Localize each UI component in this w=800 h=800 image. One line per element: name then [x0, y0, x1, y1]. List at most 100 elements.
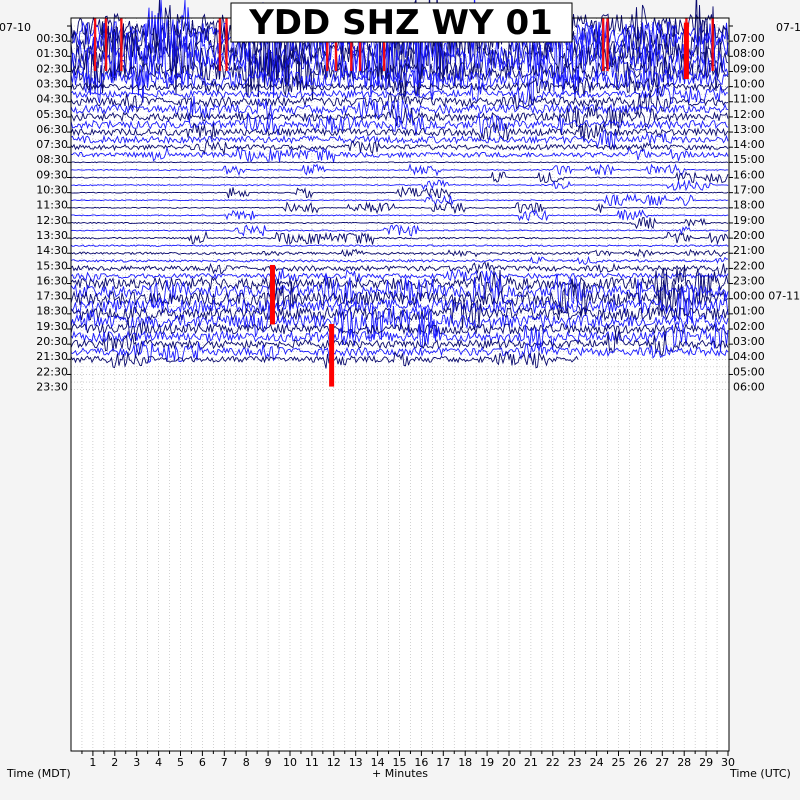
y-tick-label-utc: 14:00	[733, 138, 765, 151]
y-tick-label-utc: 05:00	[733, 365, 765, 378]
x-tick-label: 15	[393, 756, 407, 769]
y-tick-label-utc: 04:00	[733, 350, 765, 363]
y-tick-label-utc: 10:00	[733, 77, 765, 90]
x-tick-label: 3	[133, 756, 140, 769]
chart-title: YDD SHZ WY 01	[248, 3, 553, 43]
x-tick-label: 7	[221, 756, 228, 769]
seismic-traces	[70, 0, 729, 369]
x-tick-label: 19	[480, 756, 494, 769]
y-tick-label-mdt: 05:30	[36, 108, 68, 121]
y-tick-label-mdt: 20:30	[36, 335, 68, 348]
y-tick-label-mdt: 06:30	[36, 123, 68, 136]
x-tick-label: 12	[327, 756, 341, 769]
trace-line	[70, 208, 729, 222]
x-tick-label: 16	[414, 756, 428, 769]
y-tick-label-mdt: 11:30	[36, 199, 68, 212]
trace-line	[70, 82, 729, 106]
trace-line	[70, 185, 729, 199]
trace-line	[70, 255, 729, 265]
trace-line	[70, 139, 729, 155]
clipped-event-mark	[269, 264, 275, 325]
left-axis-title: Time (MDT)	[6, 767, 71, 780]
y-tick-label-utc: 11:00	[733, 93, 765, 106]
x-tick-label: 26	[633, 756, 647, 769]
y-tick-label-utc: 19:00	[733, 214, 765, 227]
right-axis-title: Time (UTC)	[729, 767, 791, 780]
y-tick-label-mdt: 09:30	[36, 168, 68, 181]
trace-line	[70, 95, 729, 124]
clipped-spike	[334, 18, 338, 72]
y-tick-label-utc: 18:00	[733, 199, 765, 212]
x-tick-label: 10	[283, 756, 297, 769]
trace-line	[70, 302, 729, 342]
trace-line	[70, 216, 729, 230]
trace-line	[70, 104, 729, 130]
trace-line	[70, 261, 729, 276]
y-tick-label-mdt: 14:30	[36, 244, 68, 257]
trace-line	[70, 297, 729, 330]
y-tick-label-utc: 06:00	[733, 380, 765, 393]
y-tick-label-mdt: 13:30	[36, 229, 68, 242]
clipped-spike	[358, 18, 362, 72]
y-tick-label-mdt: 18:30	[36, 305, 68, 318]
grid	[71, 18, 729, 751]
clipped-event-mark	[329, 324, 335, 387]
y-tick-label-mdt: 17:30	[36, 290, 68, 303]
trace-line	[70, 179, 729, 192]
trace-line	[70, 146, 729, 164]
trace-line	[70, 350, 579, 369]
trace-line	[70, 285, 729, 325]
trace-line	[70, 171, 729, 184]
x-tick-label: 24	[590, 756, 604, 769]
x-tick-label: 8	[243, 756, 250, 769]
y-tick-label-utc: 22:00	[733, 259, 765, 272]
y-tick-label-utc: 15:00	[733, 153, 765, 166]
x-tick-label: 17	[436, 756, 450, 769]
y-tick-label-utc: 03:00	[733, 335, 765, 348]
trace-line	[70, 268, 729, 284]
x-tick-label: 13	[349, 756, 363, 769]
x-tick-label: 2	[111, 756, 118, 769]
x-tick-label: 14	[371, 756, 385, 769]
trace-line	[70, 272, 729, 309]
x-tick-label: 1	[89, 756, 96, 769]
y-tick-label-utc: 13:00	[733, 123, 765, 136]
x-tick-label: 20	[502, 756, 516, 769]
trace-line	[70, 243, 729, 248]
y-tick-label-utc: 21:00	[733, 244, 765, 257]
clipped-spike	[606, 18, 609, 72]
clipped-spike	[218, 18, 222, 72]
x-tick-label: 18	[458, 756, 472, 769]
axes: 1 2 3 4 5 6 7 8 9 10 11 12 13 14 15 16 17 18 19 20 21 22 23 24 2…	[36, 25, 800, 769]
trace-line	[70, 317, 729, 342]
trace-line	[70, 248, 729, 259]
trace-line	[70, 264, 729, 302]
y-tick-label-utc: 23:00	[733, 274, 765, 287]
y-tick-label-mdt: 22:30	[36, 365, 68, 378]
x-tick-label: 28	[677, 756, 691, 769]
clipped-spike	[685, 18, 688, 72]
trace-line	[70, 224, 729, 237]
x-tick-label: 23	[568, 756, 582, 769]
y-tick-label-utc: 08:00	[733, 47, 765, 60]
clipped-spike	[350, 18, 353, 72]
y-tick-label-mdt: 00:30	[36, 32, 68, 45]
x-tick-label: 30	[721, 756, 735, 769]
left-date-label: 07-10	[0, 21, 31, 34]
trace-line	[70, 75, 729, 98]
trace-line	[70, 280, 729, 317]
x-tick-label: 27	[655, 756, 669, 769]
trace-line	[70, 129, 729, 149]
y-tick-label-utc: 00:00 07-11	[733, 290, 800, 303]
clipped-spike	[120, 18, 123, 72]
x-tick-label: 21	[524, 756, 538, 769]
trace-line	[70, 90, 729, 115]
x-tick-label: 9	[265, 756, 272, 769]
y-tick-label-mdt: 19:30	[36, 320, 68, 333]
clipped-spike	[382, 18, 386, 72]
trace-line	[70, 121, 729, 142]
clipped-spike	[601, 18, 605, 72]
x-tick-label: 29	[699, 756, 713, 769]
y-tick-label-mdt: 21:30	[36, 350, 68, 363]
